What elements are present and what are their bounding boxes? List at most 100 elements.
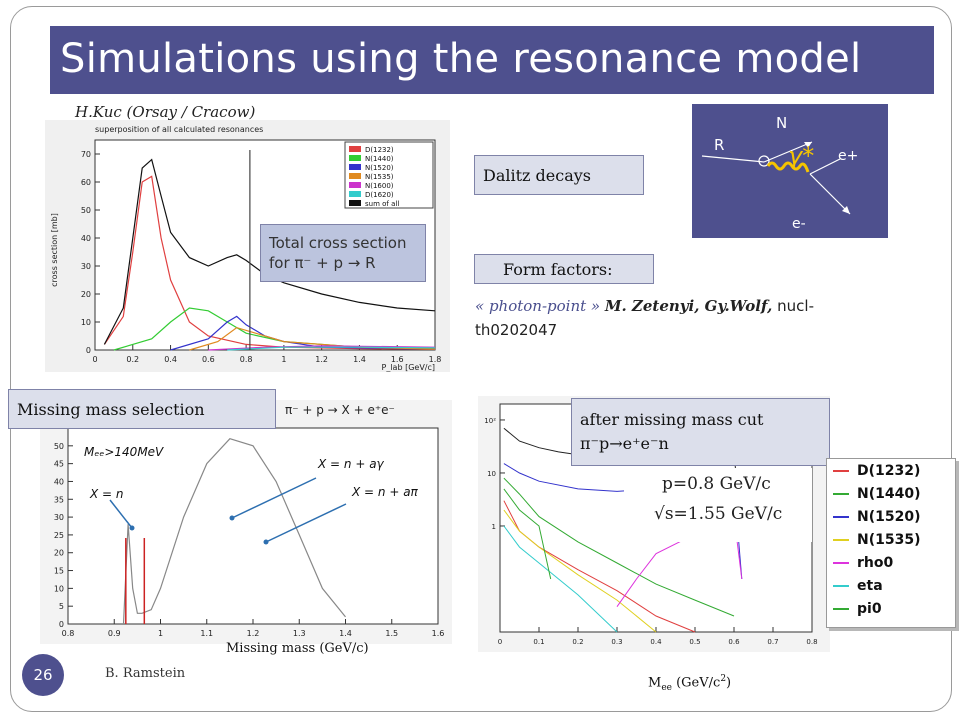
legend-item: N(1520) [827, 505, 955, 528]
x-tick-label: 0.4 [164, 355, 177, 364]
y-tick-label: 60 [81, 178, 91, 187]
reference-citation: « photon-point » M. Zetenyi, Gy.Wolf, nu… [475, 294, 855, 342]
y-tick-label: 45 [54, 460, 64, 469]
series-line-sum-of-all [103, 158, 436, 345]
y-tick-label: 40 [54, 477, 64, 486]
x-tick-label: 1.2 [315, 355, 328, 364]
after-cut-line2: π⁻p→e⁺e⁻n [580, 434, 669, 453]
reference-id: nucl-th0202047 [475, 297, 814, 339]
x-tick-label: 1.4 [339, 629, 352, 638]
label-r: R [714, 136, 724, 154]
kinematics-box: p=0.8 GeV/c √s=1.55 GeV/c [624, 468, 812, 542]
legend-label: N(1440) [365, 155, 394, 163]
label-gamma: γ* [788, 142, 814, 170]
x-tick-label: 0.8 [240, 355, 253, 364]
x-tick-label: 0.6 [728, 638, 740, 646]
x-tick-label: 1 [158, 629, 163, 638]
series-line-pi0 [503, 488, 552, 580]
x-tick-label: 0.5 [689, 638, 700, 646]
y-tick-label: 30 [54, 513, 64, 522]
y-tick-label: 35 [54, 495, 64, 504]
slide-title: Simulations using the resonance model [60, 36, 862, 82]
page-number: 26 [22, 654, 64, 696]
reference-authors: M. Zetenyi, Gy.Wolf, [604, 297, 773, 315]
mee-legend: D(1232) N(1440) N(1520) N(1535) rho0 eta pi0 [826, 458, 956, 628]
y-tick-label: 1 [492, 523, 496, 531]
sqrt-s-label: √s=1.55 GeV/c [654, 504, 783, 524]
callout-line: Total cross section for π⁻ + p → R [269, 234, 407, 272]
mee-xlabel: Mee (GeV/c2) [648, 674, 732, 693]
x-tick-label: 0.6 [202, 355, 215, 364]
legend-swatch [349, 146, 361, 152]
x-tick-label: 1.5 [385, 629, 398, 638]
y-tick-label: 0 [59, 620, 64, 629]
y-tick-label: 10 [487, 470, 496, 478]
x-tick-label: 1 [281, 355, 286, 364]
title-bar [50, 26, 934, 94]
x-tick-label: 0.8 [62, 629, 75, 638]
y-tick-label: 10² [484, 417, 496, 425]
total-cross-section-callout: Total cross section for π⁻ + p → R [260, 224, 426, 282]
series-line-eta [503, 525, 618, 633]
y-tick-label: 10 [81, 318, 91, 327]
x-tick-label: 0.2 [572, 638, 583, 646]
missing-mass-panel: 0.8 0.9 1 1.1 1.2 1.3 1.4 1.5 1.6 0 5 10 15 20 25 30 35 4… [40, 400, 452, 644]
label-eminus: e- [792, 216, 806, 232]
y-tick-label: 30 [81, 262, 91, 271]
legend-label: pi0 [857, 600, 882, 617]
arrow-head [229, 515, 235, 521]
legend-label: N(1535) [857, 531, 921, 548]
legend-item: D(1232) [827, 459, 955, 482]
legend-swatch [833, 538, 849, 541]
legend-item: pi0 [827, 597, 955, 620]
x-tick-label: 1.1 [200, 629, 213, 638]
legend-label: sum of all [365, 200, 399, 208]
label-eplus: e+ [838, 148, 858, 164]
x-tick-label: 1.6 [391, 355, 404, 364]
legend-swatch [833, 515, 849, 518]
missing-mass-xlabel: Missing mass (GeV/c) [226, 641, 369, 656]
dalitz-decays-label: Dalitz decays [474, 155, 644, 195]
series-line-d-1620- [227, 346, 436, 351]
x-axis-label: P_lab [GeV/c] [382, 363, 436, 372]
y-tick-label: 20 [81, 290, 91, 299]
x-tick-label: 1.6 [432, 629, 445, 638]
x-tick-label: 0.1 [533, 638, 544, 646]
legend-label: N(1600) [365, 182, 394, 190]
legend-swatch [349, 182, 361, 188]
annotation: X = n + aπ [351, 485, 419, 499]
x-tick-label: 1.2 [247, 629, 260, 638]
legend-label: rho0 [857, 554, 894, 571]
series-line-n-1440- [503, 477, 735, 617]
y-tick-label: 15 [54, 567, 64, 576]
legend-item: N(1440) [827, 482, 955, 505]
y-axis-label: cross section [mb] [50, 213, 59, 287]
x-tick-label: 0.7 [767, 638, 778, 646]
annotation-arrow [109, 499, 133, 529]
author-credit: H.Kuc (Orsay / Cracow) [75, 103, 256, 121]
x-tick-label: 0.4 [650, 638, 662, 646]
legend-label: N(1520) [365, 164, 394, 172]
y-tick-label: 25 [54, 531, 64, 540]
legend-item: N(1535) [827, 528, 955, 551]
y-tick-label: 50 [81, 206, 91, 215]
legend-swatch [833, 469, 849, 472]
x-tick-label: 1.4 [353, 355, 366, 364]
x-tick-label: 0.9 [108, 629, 121, 638]
arrow-head [129, 525, 135, 531]
x-tick-label: 0.3 [611, 638, 622, 646]
y-tick-label: 5 [59, 602, 64, 611]
chart-title: π⁻ + p → X + e⁺e⁻ [285, 403, 395, 417]
label-n: N [776, 114, 787, 132]
after-cut-line1: after missing mass cut [580, 410, 764, 429]
legend-item: rho0 [827, 551, 955, 574]
after-cut-callout: after missing mass cut π⁻p→e⁺e⁻n [571, 398, 830, 466]
y-tick-label: 10 [54, 584, 64, 593]
legend-swatch [349, 173, 361, 179]
missing-mass-chart: 0.8 0.9 1 1.1 1.2 1.3 1.4 1.5 1.6 0 5 10 15 20 25 30 35 4… [54, 403, 445, 638]
dalitz-diagram: N R γ* e+ e- [692, 104, 888, 238]
legend-label: N(1520) [857, 508, 921, 525]
legend-swatch [833, 607, 849, 610]
legend-item: eta [827, 574, 955, 597]
series-line-n-1600- [208, 345, 436, 351]
